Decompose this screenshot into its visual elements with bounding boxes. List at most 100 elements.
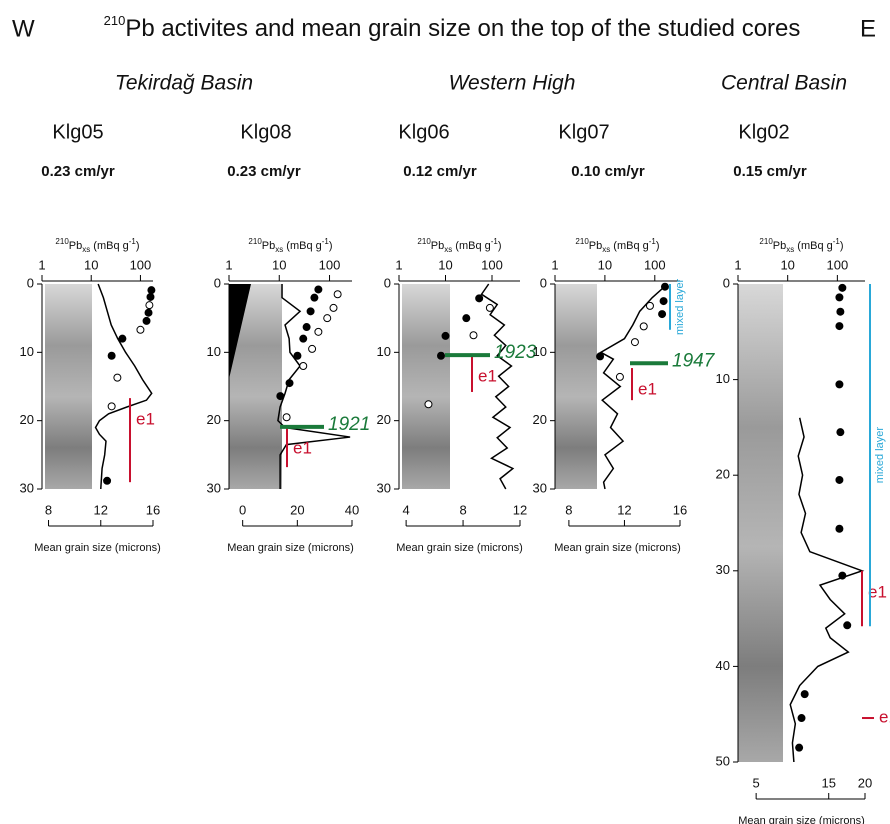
- y-tick-label: 0: [540, 275, 547, 290]
- pb-point: [645, 301, 654, 310]
- y-tick-label: 20: [207, 412, 221, 427]
- x2-tick-label: 1: [734, 257, 741, 272]
- grain-size-line: [277, 284, 351, 489]
- pb-point: [659, 297, 668, 306]
- sedimentation-rate: 0.15 cm/yr: [733, 163, 807, 180]
- title-text: Pb activites and mean grain size on the …: [125, 15, 800, 42]
- core-photo-gap: [229, 284, 251, 379]
- x2-axis-label: 210Pbxs (mBq g-1): [759, 237, 843, 254]
- axis-label-part: xs: [82, 245, 90, 254]
- x2-tick-label: 100: [644, 257, 666, 272]
- x2-tick-label: 1: [551, 257, 558, 272]
- axis-label-part: 210: [248, 237, 262, 246]
- axis-label-part: xs: [275, 245, 283, 254]
- pb-point: [639, 322, 648, 331]
- event-label: e1: [293, 438, 312, 457]
- sedimentation-rate: 0.12 cm/yr: [403, 163, 477, 180]
- mixed-layer-label: mixed layer: [674, 278, 686, 335]
- east-label: E: [860, 15, 876, 42]
- pb-point: [658, 310, 667, 319]
- y-tick-label: 10: [207, 344, 221, 359]
- sedimentation-rate: 0.23 cm/yr: [41, 163, 115, 180]
- pb-point: [333, 290, 342, 299]
- axis-label-part: ): [136, 240, 140, 252]
- x2-tick-label: 100: [319, 257, 341, 272]
- axis-label-part: xs: [786, 245, 794, 254]
- axis-label-part: 210: [55, 237, 69, 246]
- pb-point: [147, 286, 156, 295]
- pb-point: [469, 331, 478, 340]
- y-tick-label: 30: [533, 480, 547, 495]
- axis-label-part: 210: [417, 237, 431, 246]
- pb-point: [424, 400, 433, 409]
- core-photo: [402, 284, 450, 489]
- x-tick-label: 16: [673, 502, 687, 517]
- axis-label-part: (mBq g: [452, 240, 491, 252]
- pb-point: [485, 303, 494, 312]
- pb-point: [144, 308, 153, 317]
- pb-point: [314, 327, 323, 336]
- x-axis-label: Mean grain size (microns): [396, 542, 523, 554]
- pb-point: [302, 323, 311, 332]
- pb-point: [615, 372, 624, 381]
- x2-axis-label: 210Pbxs (mBq g-1): [248, 237, 332, 254]
- pb-point: [103, 476, 112, 485]
- core-name: Klg05: [52, 121, 103, 143]
- pb-point: [282, 413, 291, 422]
- region-label: Tekirdağ Basin: [115, 72, 253, 95]
- pb-point: [107, 402, 116, 411]
- y-tick-label: 20: [20, 412, 34, 427]
- axis-label-part: (mBq g: [610, 240, 649, 252]
- y-tick-label: 20: [533, 412, 547, 427]
- y-tick-label: 10: [533, 344, 547, 359]
- x-tick-label: 0: [239, 502, 246, 517]
- axis-label-part: ): [498, 240, 502, 252]
- axis-label-part: 210: [575, 237, 589, 246]
- event-label: e1: [136, 410, 155, 429]
- pb-point: [142, 316, 151, 325]
- y-tick-label: 30: [716, 562, 730, 577]
- pb-point: [323, 314, 332, 323]
- event-label: e1: [868, 582, 887, 601]
- pb-point: [797, 714, 806, 723]
- pb-point: [838, 571, 847, 580]
- y-tick-label: 30: [20, 480, 34, 495]
- x2-tick-label: 10: [84, 257, 98, 272]
- x2-tick-label: 10: [598, 257, 612, 272]
- axis-label-part: (mBq g: [90, 240, 129, 252]
- grain-size-line: [599, 283, 669, 490]
- pb-point: [835, 475, 844, 484]
- pb-point: [306, 307, 315, 316]
- axis-label-part: Pb: [262, 240, 275, 252]
- pb-point: [835, 524, 844, 533]
- x2-axis-label: 210Pbxs (mBq g-1): [575, 237, 659, 254]
- x-axis-label: Mean grain size (microns): [738, 815, 865, 824]
- pb-point: [136, 325, 145, 334]
- pb-point: [308, 344, 317, 353]
- axis-label-part: (mBq g: [794, 240, 833, 252]
- pb-point: [462, 314, 471, 323]
- core-name: Klg07: [558, 121, 609, 143]
- axis-label-part: Pb: [589, 240, 602, 252]
- event-label: e1: [638, 380, 657, 399]
- x-axis-label: Mean grain size (microns): [227, 542, 354, 554]
- pb-point: [800, 690, 809, 699]
- axis-label-part: 210: [759, 237, 773, 246]
- x2-axis-label: 210Pbxs (mBq g-1): [55, 237, 139, 254]
- y-tick-label: 10: [20, 344, 34, 359]
- x2-tick-label: 10: [438, 257, 452, 272]
- y-tick-label: 0: [214, 275, 221, 290]
- x-tick-label: 8: [459, 502, 466, 517]
- x-axis-label: Mean grain size (microns): [34, 542, 161, 554]
- west-label: W: [12, 15, 35, 42]
- x-tick-label: 12: [94, 502, 108, 517]
- x2-tick-label: 1: [38, 257, 45, 272]
- y-tick-label: 10: [716, 371, 730, 386]
- pb-point: [113, 373, 122, 382]
- axis-label-part: -1: [129, 237, 137, 246]
- axis-label-part: ): [840, 240, 844, 252]
- axis-label-part: xs: [444, 245, 452, 254]
- pb-point: [835, 322, 844, 331]
- x-tick-label: 4: [403, 502, 410, 517]
- mixed-layer-label: mixed layer: [874, 427, 886, 484]
